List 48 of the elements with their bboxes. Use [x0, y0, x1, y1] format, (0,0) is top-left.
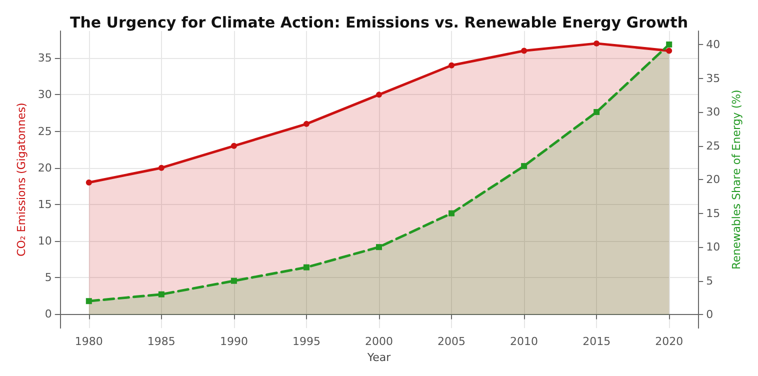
point [303, 264, 310, 270]
y-tick-label: 0 [44, 308, 52, 321]
y2-tick-label: 30 [706, 106, 720, 119]
point [158, 164, 164, 171]
point [303, 120, 310, 127]
point [86, 298, 92, 304]
y2-tick-label: 15 [706, 206, 720, 220]
y-tick-label: 30 [38, 88, 52, 102]
y2-tick-label: 35 [706, 72, 720, 85]
point [594, 109, 600, 116]
y2-tick-label: 25 [706, 139, 720, 152]
point [666, 48, 672, 54]
x-tick-label: 2005 [438, 335, 466, 348]
x-tick-label: 1995 [292, 335, 320, 348]
point [666, 42, 672, 48]
point [230, 142, 237, 149]
y-axis-title: CO₂ Emissions (Gigatonnes) [15, 102, 28, 256]
y-tick-label: 5 [44, 271, 52, 284]
y2-tick-label: 10 [706, 240, 720, 254]
y2-tick-label: 20 [706, 173, 720, 186]
y-tick-label: 25 [38, 124, 52, 138]
point [521, 163, 528, 170]
x-tick-label: 2010 [510, 335, 538, 348]
y2-tick-label: 0 [706, 308, 714, 322]
y2-tick-label: 40 [706, 38, 720, 52]
x-tick-label: 2015 [582, 335, 611, 348]
x-tick-label: 2000 [365, 335, 393, 348]
x-tick-label: 1980 [74, 335, 103, 348]
y-tick-label: 35 [38, 52, 52, 65]
point [448, 62, 455, 68]
y-tick-label: 15 [38, 198, 52, 211]
point [86, 179, 92, 186]
chart-title: The Urgency for Climate Action: Emissions vs. Renewable Energy Growth [70, 14, 688, 32]
x-axis-title: Year [366, 351, 392, 364]
point [594, 40, 600, 46]
y-tick-label: 10 [38, 234, 52, 248]
x-tick-label: 2020 [655, 335, 684, 348]
point [376, 244, 382, 250]
y2-axis-title: Renewables Share of Energy (%) [730, 90, 743, 270]
x-tick-label: 1990 [220, 335, 248, 348]
point [158, 291, 164, 298]
point [230, 278, 237, 284]
y-tick-label: 20 [38, 161, 52, 174]
x-tick-label: 1985 [147, 335, 176, 348]
point [376, 92, 382, 98]
y2-tick-label: 5 [706, 274, 714, 288]
point [521, 48, 528, 54]
point [448, 210, 455, 216]
